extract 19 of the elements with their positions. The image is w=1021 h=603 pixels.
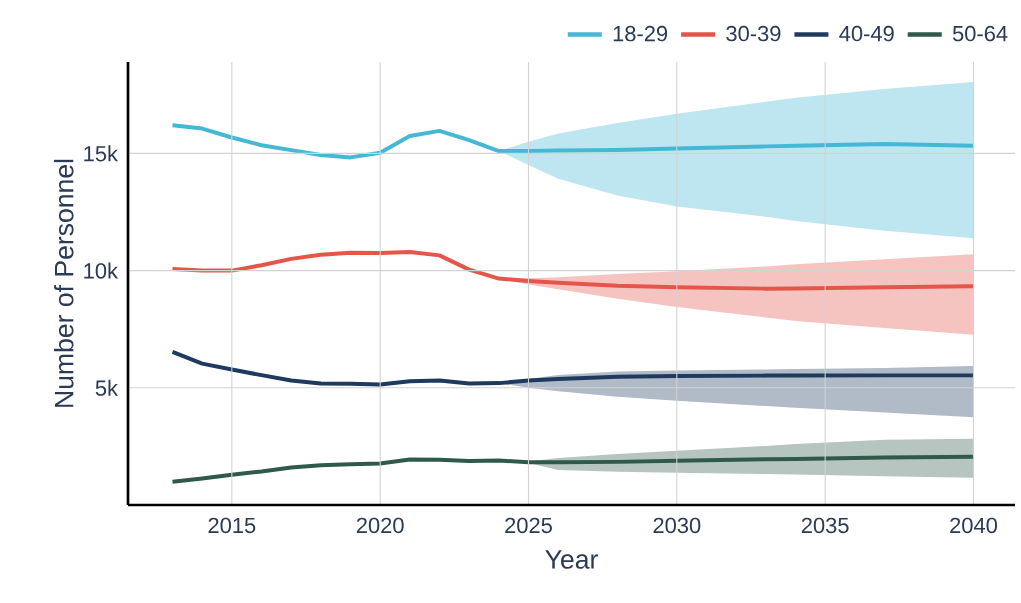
legend-label: 40-49 bbox=[839, 25, 894, 42]
legend-label: 18-29 bbox=[613, 25, 668, 42]
line-series bbox=[170, 349, 976, 387]
line-series bbox=[170, 454, 976, 484]
x-tick-label: 2025 bbox=[505, 517, 552, 534]
x-tick-label: 2020 bbox=[356, 517, 404, 534]
line-series bbox=[170, 123, 976, 160]
y-tick-label: 10k bbox=[84, 262, 119, 279]
legend-label: 50-64 bbox=[952, 25, 1008, 42]
y-axis-title: Number of Personnel bbox=[54, 159, 74, 407]
x-tick-label: 2040 bbox=[950, 517, 997, 534]
x-tick-label: 2015 bbox=[208, 517, 256, 534]
x-tick-label: 2035 bbox=[801, 517, 849, 534]
y-tick-label: 15k bbox=[84, 145, 119, 162]
x-axis-title: Year bbox=[545, 550, 598, 569]
line-series bbox=[170, 250, 976, 291]
x-tick-label: 2030 bbox=[653, 517, 701, 534]
y-tick-label: 5k bbox=[95, 379, 119, 396]
legend-label: 30-39 bbox=[726, 25, 781, 42]
